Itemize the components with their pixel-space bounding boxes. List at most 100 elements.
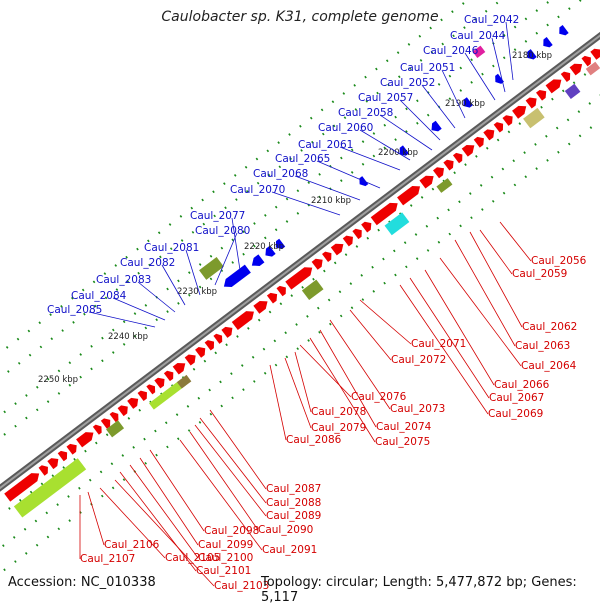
gene-label[interactable]: Caul_2078	[311, 406, 366, 418]
leader-red-21	[179, 439, 263, 551]
leader-red-6	[409, 277, 490, 399]
gene-label[interactable]: Caul_2080	[195, 225, 250, 237]
reverse-gene-10	[543, 37, 553, 48]
reverse-gene-3	[275, 238, 286, 250]
forward-gene-40	[483, 129, 495, 141]
gene-label[interactable]: Caul_2074	[376, 421, 432, 433]
gene-label[interactable]: Caul_2089	[266, 510, 321, 522]
tick-label-4: 2220 kbp	[244, 242, 284, 252]
gene-label[interactable]: Caul_2064	[521, 360, 577, 372]
gene-label[interactable]: Caul_2106	[104, 539, 160, 551]
leader-blue-4	[421, 84, 456, 129]
gene-label[interactable]: Caul_2059	[512, 268, 567, 280]
leader-red-11	[319, 329, 377, 428]
gene-label[interactable]: Caul_2062	[522, 321, 577, 333]
gene-label[interactable]: Caul_2087	[266, 483, 321, 495]
leader-blue-16	[137, 281, 176, 313]
gene-label[interactable]: Caul_2098	[204, 525, 259, 537]
reverse-gene-6	[431, 120, 442, 132]
gene-label[interactable]: Caul_2085	[47, 304, 102, 316]
forward-gene-9	[117, 405, 128, 417]
gene-label[interactable]: Caul_2099	[198, 539, 253, 551]
gene-label[interactable]: Caul_2069	[488, 408, 543, 420]
gene-label[interactable]: Caul_2073	[390, 403, 445, 415]
forward-gene-27	[322, 251, 332, 262]
cds-olive-3	[199, 257, 224, 280]
gene-label[interactable]: Caul_2105	[165, 552, 220, 564]
reverse-gene-9	[527, 49, 537, 60]
leader-blue-10	[294, 175, 361, 201]
forward-gene-45	[536, 89, 547, 101]
forward-gene-49	[581, 55, 591, 67]
gene-label[interactable]: Caul_2082	[120, 257, 175, 269]
gene-labels: Caul_2042 Caul_2044 Caul_2046 Caul_2051 Caul…	[47, 14, 587, 592]
gene-label[interactable]: Caul_2081	[144, 242, 199, 254]
forward-gene-19	[213, 333, 223, 344]
gene-label[interactable]: Caul_2088	[266, 497, 321, 509]
gene-label[interactable]: Caul_2079	[311, 422, 366, 434]
forward-gene-38	[461, 145, 475, 157]
cds-olive-2	[436, 178, 453, 193]
gene-label[interactable]: Caul_2071	[411, 338, 466, 350]
gene-label[interactable]: Caul_2070	[230, 184, 285, 196]
gene-label[interactable]: Caul_2052	[380, 77, 435, 89]
gene-label[interactable]: Caul_2060	[318, 122, 373, 134]
leader-red-8	[359, 299, 412, 345]
leader-blue-9	[316, 160, 381, 189]
gene-label[interactable]: Caul_2058	[338, 107, 393, 119]
gene-label[interactable]: Caul_2083	[96, 274, 151, 286]
gene-label[interactable]: Caul_2051	[400, 62, 455, 74]
forward-gene-31	[361, 221, 372, 233]
leader-red-22	[149, 449, 205, 532]
leader-blue-8	[339, 146, 401, 171]
gene-label[interactable]: Caul_2086	[286, 434, 342, 446]
leader-blue-5	[399, 99, 441, 141]
forward-gene-44	[525, 97, 537, 109]
gene-label[interactable]: Caul_2068	[253, 168, 308, 180]
forward-gene-2	[47, 458, 59, 470]
cds-tan-0	[523, 107, 545, 129]
reverse-gene-1	[251, 254, 265, 266]
reverse-gene-7	[463, 97, 473, 108]
forward-gene-16	[184, 354, 196, 366]
gene-label[interactable]: Caul_2063	[515, 340, 570, 352]
forward-gene-3	[57, 450, 68, 462]
forward-gene-17	[195, 347, 206, 358]
gene-label[interactable]: Caul_2056	[531, 255, 587, 267]
gene-label[interactable]: Caul_2046	[423, 45, 479, 57]
gene-label[interactable]: Caul_2107	[80, 553, 135, 565]
cds-magenta-0	[472, 45, 486, 59]
gene-label[interactable]: Caul_2044	[450, 30, 506, 42]
gene-label[interactable]: Caul_2061	[298, 139, 353, 151]
leader-red-20	[189, 431, 259, 531]
forward-gene-20	[221, 326, 233, 338]
gene-label[interactable]: Caul_2077	[190, 210, 245, 222]
forward-gene-50	[590, 48, 600, 60]
leader-blue-14	[185, 249, 201, 296]
forward-gene-0	[4, 473, 40, 502]
leader-red-2	[469, 231, 523, 328]
gene-label[interactable]: Caul_2084	[71, 290, 127, 302]
cds-purple-0	[564, 83, 581, 99]
leader-blue-15	[161, 264, 186, 306]
gene-label[interactable]: Caul_2103	[214, 580, 269, 592]
gene-label[interactable]: Caul_2042	[464, 14, 519, 26]
gene-label[interactable]: Caul_2100	[198, 552, 253, 564]
forward-gene-34	[419, 175, 434, 189]
gene-label[interactable]: Caul_2091	[262, 544, 317, 556]
gene-label[interactable]: Caul_2076	[351, 391, 407, 403]
gene-label[interactable]: Caul_2057	[358, 92, 413, 104]
leader-red-1	[479, 229, 513, 275]
gene-label[interactable]: Caul_2065	[275, 153, 330, 165]
forward-gene-4	[66, 443, 77, 455]
gene-label[interactable]: Caul_2090	[258, 524, 313, 536]
leader-blue-3	[441, 69, 466, 119]
leader-red-27	[99, 487, 166, 559]
gene-label[interactable]: Caul_2067	[489, 392, 544, 404]
gene-label[interactable]: Caul_2075	[375, 436, 430, 448]
forward-gene-47	[560, 71, 571, 82]
gene-label[interactable]: Caul_2072	[391, 354, 446, 366]
gene-label[interactable]: Caul_2101	[196, 565, 251, 577]
gene-label[interactable]: Caul_2066	[494, 379, 550, 391]
leader-blue-0	[505, 21, 514, 81]
